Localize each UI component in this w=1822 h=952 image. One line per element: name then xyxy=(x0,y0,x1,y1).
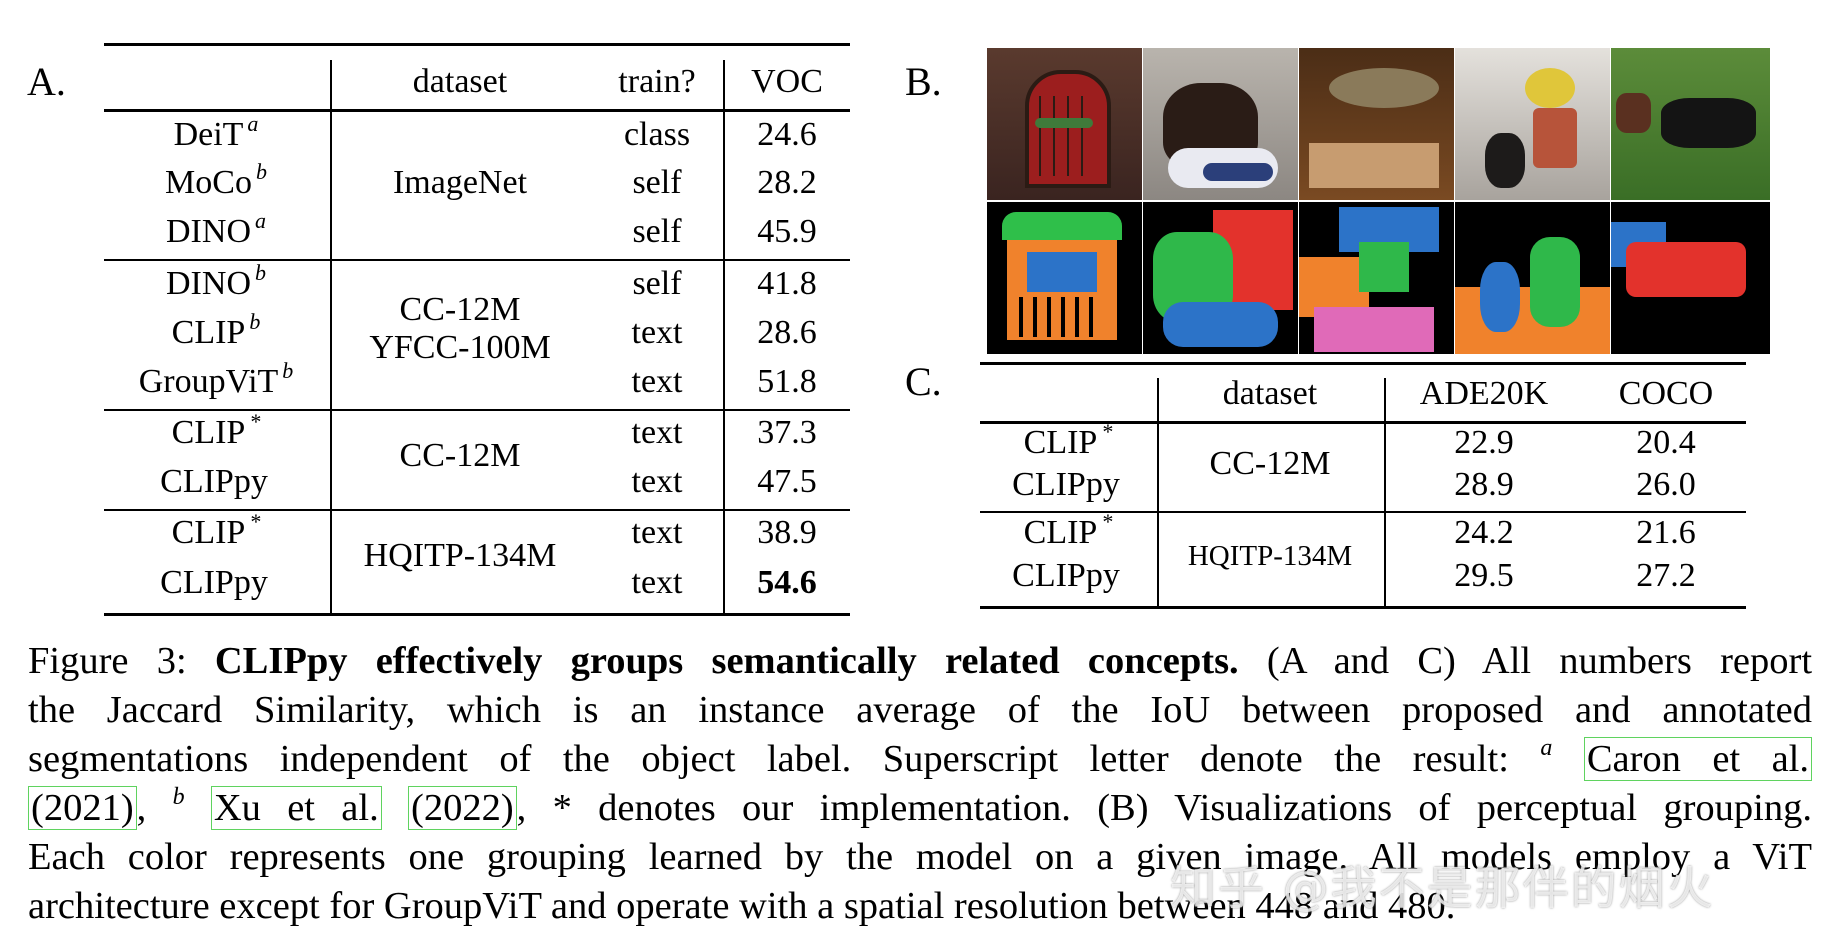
table-a-model: CLIPpy xyxy=(160,463,268,500)
table-a-col-rule xyxy=(330,60,332,613)
table-a-model: CLIP b xyxy=(171,309,261,352)
photo-cows xyxy=(1611,48,1770,200)
table-a-dataset: YFCC-100M xyxy=(369,329,551,366)
grouping-visualization xyxy=(987,48,1770,356)
table-a-voc: 28.6 xyxy=(757,314,817,351)
table-c-dataset: CC-12M xyxy=(1209,445,1331,482)
table-c-model: CLIPpy xyxy=(1012,557,1120,594)
table-a-bottom-rule xyxy=(104,613,850,616)
table-a-voc: 45.9 xyxy=(757,213,817,250)
table-a-header-dataset: dataset xyxy=(412,63,508,100)
table-a-voc: 51.8 xyxy=(757,363,817,400)
panel-label-c: C. xyxy=(905,359,942,404)
table-a-group-rule xyxy=(104,509,850,511)
table-a-train: text xyxy=(631,514,683,551)
table-a-col-rule xyxy=(723,60,725,613)
table-c-ade20k: 22.9 xyxy=(1454,424,1514,461)
table-c-ade20k: 24.2 xyxy=(1454,514,1514,551)
table-a-train: self xyxy=(632,265,682,302)
citation-link[interactable]: Caron et al. xyxy=(1583,737,1812,781)
table-c-coco: 27.2 xyxy=(1636,557,1696,594)
table-a-train: text xyxy=(631,564,683,601)
table-c-top-rule xyxy=(980,362,1746,365)
caption-line: architecture except for GroupViT and ope… xyxy=(28,885,1456,927)
panel-label-b: B. xyxy=(905,59,942,104)
citation-link[interactable]: Xu et al. xyxy=(210,786,382,830)
table-a-header-rule xyxy=(104,109,850,112)
caption-line: the Jaccard Similarity, which is an inst… xyxy=(28,689,1812,731)
table-a-dataset: HQITP-134M xyxy=(363,537,557,574)
table-c-model: CLIPpy xyxy=(1012,466,1120,503)
table-a-voc: 37.3 xyxy=(757,414,817,451)
table-c-model: CLIP * xyxy=(1023,419,1113,462)
table-a-voc: 38.9 xyxy=(757,514,817,551)
caption-line: (2021), b Xu et al. (2022), * denotes ou… xyxy=(28,784,1812,833)
table-c-coco: 21.6 xyxy=(1636,514,1696,551)
citation-link[interactable]: (2022) xyxy=(408,786,517,830)
table-a-model: CLIPpy xyxy=(160,564,268,601)
table-a-group-rule xyxy=(104,259,850,261)
table-c-model: CLIP * xyxy=(1023,509,1113,552)
figure-caption: Figure 3: CLIPpy effectively groups sema… xyxy=(28,637,1812,931)
table-c-ade20k: 28.9 xyxy=(1454,466,1514,503)
photo-tree-room xyxy=(1299,48,1454,200)
panel-label-a: A. xyxy=(27,59,66,104)
table-a-train: self xyxy=(632,164,682,201)
segmentation-dog xyxy=(1143,202,1298,354)
table-c-dataset: HQITP-134M xyxy=(1187,540,1353,572)
caption-line: segmentations independent of the object … xyxy=(28,735,1812,784)
table-a-voc-best: 54.6 xyxy=(757,564,817,601)
segmentation-cows xyxy=(1611,202,1770,354)
table-a-model: MoCo b xyxy=(165,159,267,202)
table-a-dataset: CC-12M xyxy=(399,437,521,474)
table-a-voc: 28.2 xyxy=(757,164,817,201)
photo-window xyxy=(987,48,1142,200)
table-a-header-voc: VOC xyxy=(751,63,823,100)
photo-plant-dog xyxy=(1455,48,1610,200)
table-a-top-rule xyxy=(104,43,850,46)
caption-line: Each color represents one grouping learn… xyxy=(28,836,1812,878)
table-c-header-coco: COCO xyxy=(1618,375,1714,412)
watermark: 知乎 @我不是那伴的烟火 xyxy=(1170,861,1715,915)
table-c-col-rule xyxy=(1384,378,1386,606)
table-a-header-train: train? xyxy=(618,63,696,100)
table-c-coco: 20.4 xyxy=(1636,424,1696,461)
segmentation-plant-dog xyxy=(1455,202,1610,354)
table-c-header-ade20k: ADE20K xyxy=(1419,375,1549,412)
table-a-voc: 47.5 xyxy=(757,463,817,500)
table-a-voc: 24.6 xyxy=(757,116,817,153)
table-c-coco: 26.0 xyxy=(1636,466,1696,503)
table-a-train: text xyxy=(631,314,683,351)
table-a-train: text xyxy=(631,363,683,400)
table-a-dataset: ImageNet xyxy=(392,164,528,201)
table-a-group-rule xyxy=(104,409,850,411)
photo-dog xyxy=(1143,48,1298,200)
caption-line: Figure 3: CLIPpy effectively groups sema… xyxy=(28,640,1813,682)
table-a-train: text xyxy=(631,414,683,451)
table-a-model: DeiT a xyxy=(173,111,259,154)
table-c-col-rule xyxy=(1157,378,1159,606)
table-c-group-rule xyxy=(980,511,1746,513)
table-a-model: CLIP * xyxy=(171,509,261,552)
table-a-model: GroupViT b xyxy=(138,358,294,401)
table-c-ade20k: 29.5 xyxy=(1454,557,1514,594)
segmentation-tree-room xyxy=(1299,202,1454,354)
segmentation-window xyxy=(987,202,1142,354)
table-a-train: text xyxy=(631,463,683,500)
table-c-header-dataset: dataset xyxy=(1222,375,1318,412)
table-c-bottom-rule xyxy=(980,606,1746,609)
table-a-train: self xyxy=(632,213,682,250)
table-a-dataset: CC-12M xyxy=(399,291,521,328)
caption-title: CLIPpy effectively groups semantically r… xyxy=(214,640,1239,682)
table-a-model: DINO a xyxy=(166,208,266,251)
table-a-voc: 41.8 xyxy=(757,265,817,302)
table-c-header-rule xyxy=(980,421,1746,424)
table-a-model: DINO b xyxy=(166,260,266,303)
table-a-train: class xyxy=(623,116,691,153)
table-a-model: CLIP * xyxy=(171,409,261,452)
citation-link[interactable]: (2021) xyxy=(28,786,137,830)
